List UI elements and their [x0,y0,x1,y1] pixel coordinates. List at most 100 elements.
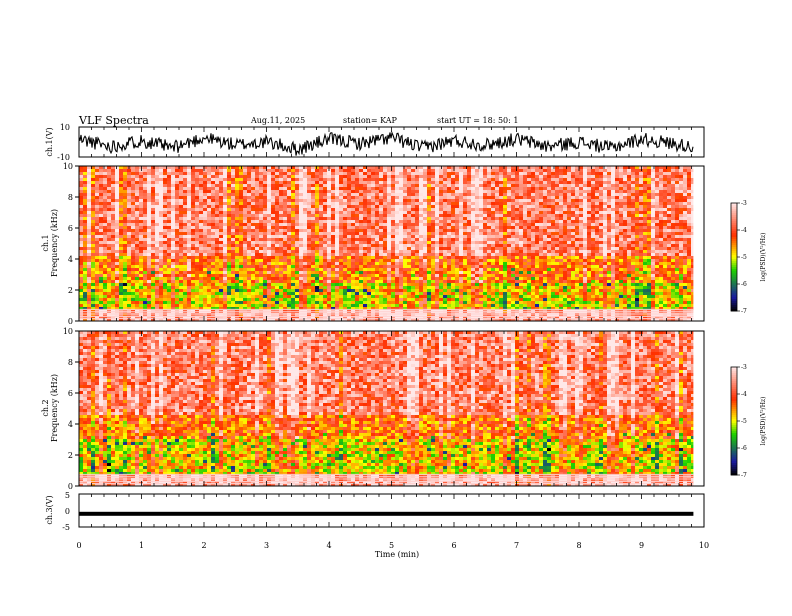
spectrogram-cell [323,211,327,214]
spectrogram-cell [267,298,271,301]
spectrogram-cell [359,253,363,256]
spectrogram-cell [119,193,123,196]
spectrogram-cell [379,235,383,238]
spectrogram-cell [359,169,363,172]
spectrogram-cell [211,193,215,196]
spectrogram-cell [87,184,91,187]
spectrogram-cell [419,211,423,214]
spectrogram-cell [403,283,407,286]
spectrogram-cell [327,256,331,259]
spectrogram-cell [371,172,375,175]
spectrogram-cell [351,178,355,181]
spectrogram-cell [239,280,243,283]
spectrogram-cell [211,196,215,199]
spectrogram-cell [423,205,427,208]
spectrogram-cell [363,226,367,229]
spectrogram-cell [139,181,143,184]
spectrogram-cell [211,217,215,220]
spectrogram-cell [287,172,291,175]
spectrogram-cell [163,286,167,289]
spectrogram-cell [103,238,107,241]
spectrogram-cell [383,301,387,304]
spectrogram-cell [295,172,299,175]
spectrogram-cell [123,274,127,277]
spectrogram-cell [283,184,287,187]
spectrogram-cell [259,229,263,232]
spectrogram-cell [383,178,387,181]
spectrogram-cell [103,283,107,286]
spectrogram-cell [263,178,267,181]
spectrogram-cell [139,226,143,229]
spectrogram-cell [427,295,431,298]
spectrogram-cell [215,295,219,298]
spectrogram-cell [167,205,171,208]
spectrogram-cell [343,241,347,244]
spectrogram-cell [415,223,419,226]
spectrogram-cell [451,271,455,274]
spectrogram-cell [439,208,443,211]
spectrogram-cell [243,250,247,253]
spectrogram-cell [263,277,267,280]
spectrogram-cell [427,199,431,202]
spectrogram-cell [79,289,83,292]
spectrogram-cell [103,208,107,211]
spectrogram-cell [219,265,223,268]
spectrogram-cell [127,247,131,250]
spectrogram-cell [87,232,91,235]
spectrogram-cell [443,283,447,286]
spectrogram-cell [215,217,219,220]
spectrogram-cell [367,208,371,211]
spectrogram-cell [91,184,95,187]
spectrogram-cell [147,250,151,253]
spectrogram-cell [127,292,131,295]
spectrogram-cell [259,172,263,175]
spectrogram-cell [451,202,455,205]
spectrogram-cell [103,241,107,244]
spectrogram-cell [211,271,215,274]
spectrogram-cell [419,184,423,187]
spectrogram-cell [111,187,115,190]
spectrogram-cell [199,208,203,211]
spectrogram-cell [259,304,263,307]
spectrogram-cell [235,277,239,280]
spectrogram-cell [371,229,375,232]
spectrogram-cell [267,169,271,172]
spectrogram-cell [279,214,283,217]
spectrogram-cell [399,259,403,262]
spectrogram-cell [203,247,207,250]
spectrogram-cell [267,211,271,214]
spectrogram-cell [187,277,191,280]
spectrogram-cell [151,205,155,208]
spectrogram-cell [271,199,275,202]
spectrogram-cell [339,202,343,205]
spectrogram-cell [439,241,443,244]
spectrogram-cell [287,232,291,235]
spectrogram-cell [351,286,355,289]
spectrogram-cell [355,175,359,178]
spectrogram-cell [283,265,287,268]
spectrogram-cell [387,244,391,247]
spectrogram-cell [427,211,431,214]
spectrogram-cell [279,178,283,181]
spectrogram-cell [119,223,123,226]
spectrogram-cell [91,223,95,226]
spectrogram-cell [227,175,231,178]
spectrogram-cell [411,295,415,298]
spectrogram-cell [199,256,203,259]
spectrogram-cell [227,250,231,253]
spectrogram-cell [215,175,219,178]
spectrogram-cell [399,172,403,175]
spectrogram-cell [403,304,407,307]
spectrogram-cell [447,250,451,253]
spectrogram-cell [403,223,407,226]
spectrogram-cell [335,181,339,184]
spectrogram-cell [183,205,187,208]
spectrogram-cell [339,172,343,175]
spectrogram-cell [283,223,287,226]
spectrogram-cell [275,253,279,256]
spectrogram-cell [435,274,439,277]
spectrogram-cell [335,208,339,211]
spectrogram-cell [419,193,423,196]
spectrogram-cell [439,184,443,187]
spectrogram-cell [155,304,159,307]
